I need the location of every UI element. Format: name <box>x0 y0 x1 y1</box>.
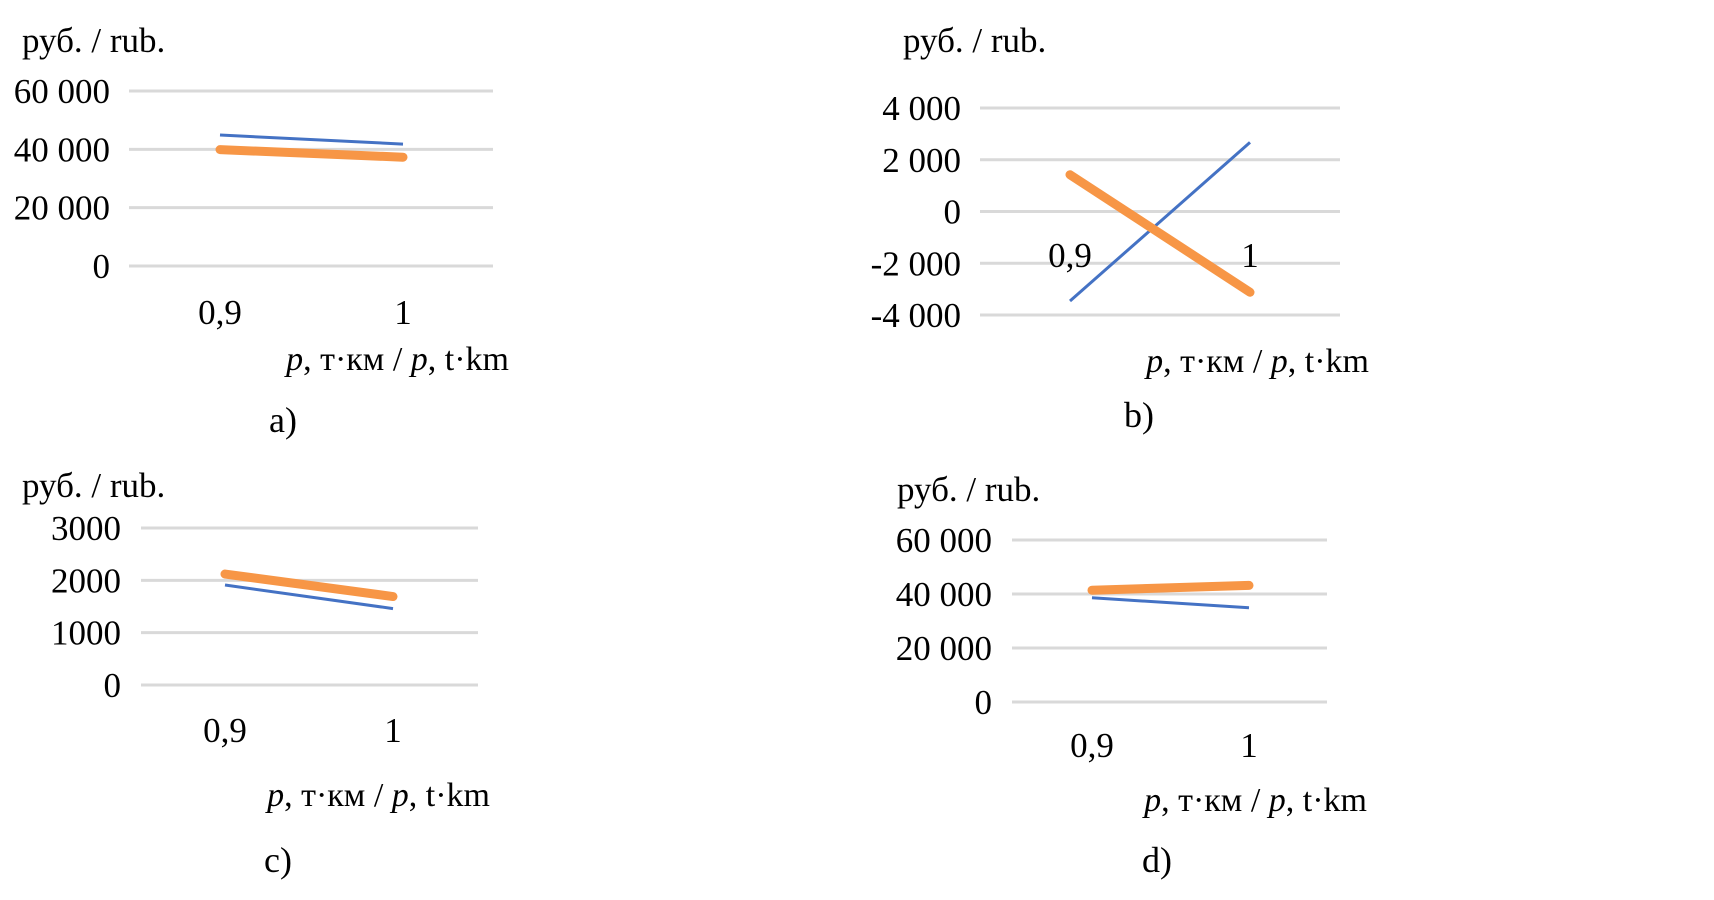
y-tick-label: 4 000 <box>882 89 961 128</box>
x-tick-label: 0,9 <box>1070 726 1114 765</box>
x-axis-title-part: , t·km <box>1286 782 1367 819</box>
x-axis-title: p, т·км / p, t·km <box>1144 343 1369 380</box>
chart-panel-b: -4 000 -2 000 0 2 000 4 000 0,9 1 руб. / rub. p,… <box>871 21 1369 435</box>
y-tick-label: 40 000 <box>14 130 110 169</box>
x-axis-title-part: , т·км / <box>303 341 411 378</box>
x-axis-title-part: p <box>284 341 303 378</box>
x-axis-title-part: , т·км / <box>1161 782 1269 819</box>
y-tick-label: 40 000 <box>896 575 992 614</box>
y-tick-label: -2 000 <box>871 244 961 283</box>
series-line-2 <box>1065 170 1255 297</box>
y-axis-unit-label: руб. / rub. <box>22 466 165 505</box>
x-axis-title-part: p <box>265 777 284 814</box>
y-axis-unit-label: руб. / rub. <box>22 21 165 60</box>
x-axis-title-part: , t·km <box>409 777 490 814</box>
y-tick-label: 0 <box>975 683 993 722</box>
y-tick-label: 20 000 <box>14 189 110 228</box>
series-line-1 <box>1069 141 1251 303</box>
x-axis-title-part: , т·км / <box>284 777 392 814</box>
panel-label: a) <box>269 400 297 440</box>
x-axis-title: p, т·км / p, t·km <box>265 777 490 814</box>
series-line-2 <box>220 569 398 602</box>
y-tick-label: 60 000 <box>896 521 992 560</box>
x-tick-label: 1 <box>1241 236 1259 275</box>
chart-panel-c: 0 1000 2000 3000 0,9 1 руб. / rub. p, т·км / p,… <box>22 466 490 880</box>
y-tick-label: 0 <box>104 666 122 705</box>
series-line-2 <box>1087 580 1254 595</box>
x-axis-title-part: p <box>1269 343 1288 380</box>
x-tick-label: 0,9 <box>1048 236 1092 275</box>
y-axis-unit-label: руб. / rub. <box>897 470 1040 509</box>
x-axis-title-part: , t·km <box>1288 343 1369 380</box>
x-axis-title-part: p <box>390 777 409 814</box>
x-axis-title: p, т·км / p, t·km <box>1142 782 1367 819</box>
panel-label: d) <box>1142 840 1172 880</box>
y-tick-label: 0 <box>944 193 962 232</box>
y-tick-label: 2 000 <box>882 141 961 180</box>
series-line-2 <box>215 145 408 162</box>
x-axis-title-part: p <box>1142 782 1161 819</box>
x-tick-label: 1 <box>1240 726 1258 765</box>
panel-label: c) <box>264 840 292 880</box>
x-axis-title-part: , т·км / <box>1163 343 1271 380</box>
x-axis-title-part: p <box>409 341 428 378</box>
y-tick-label: 60 000 <box>14 72 110 111</box>
y-tick-label: 0 <box>93 247 111 286</box>
y-tick-label: 3000 <box>51 509 121 548</box>
chart-panel-d: 0 20 000 40 000 60 000 0,9 1 руб. / rub. p, т·к… <box>896 470 1367 880</box>
y-tick-label: 20 000 <box>896 629 992 668</box>
y-axis-unit-label: руб. / rub. <box>903 21 1046 60</box>
x-tick-label: 1 <box>394 293 412 332</box>
y-tick-label: 1000 <box>51 614 121 653</box>
x-tick-label: 1 <box>384 711 402 750</box>
x-tick-label: 0,9 <box>203 711 247 750</box>
series-line-1 <box>1091 596 1250 610</box>
series-line-1 <box>219 133 404 146</box>
x-axis-title-part: p <box>1144 343 1163 380</box>
x-tick-label: 0,9 <box>198 293 242 332</box>
chart-panel-a: 0 20 000 40 000 60 000 0,9 1 руб. / rub. p, т·к… <box>14 21 509 440</box>
x-axis-title-part: , t·km <box>428 341 509 378</box>
x-axis-title-part: p <box>1267 782 1286 819</box>
y-tick-label: 2000 <box>51 561 121 600</box>
x-axis-title: p, т·км / p, t·km <box>284 341 509 378</box>
series-line-1 <box>224 583 394 611</box>
panel-label: b) <box>1124 395 1154 435</box>
y-tick-label: -4 000 <box>871 296 961 335</box>
